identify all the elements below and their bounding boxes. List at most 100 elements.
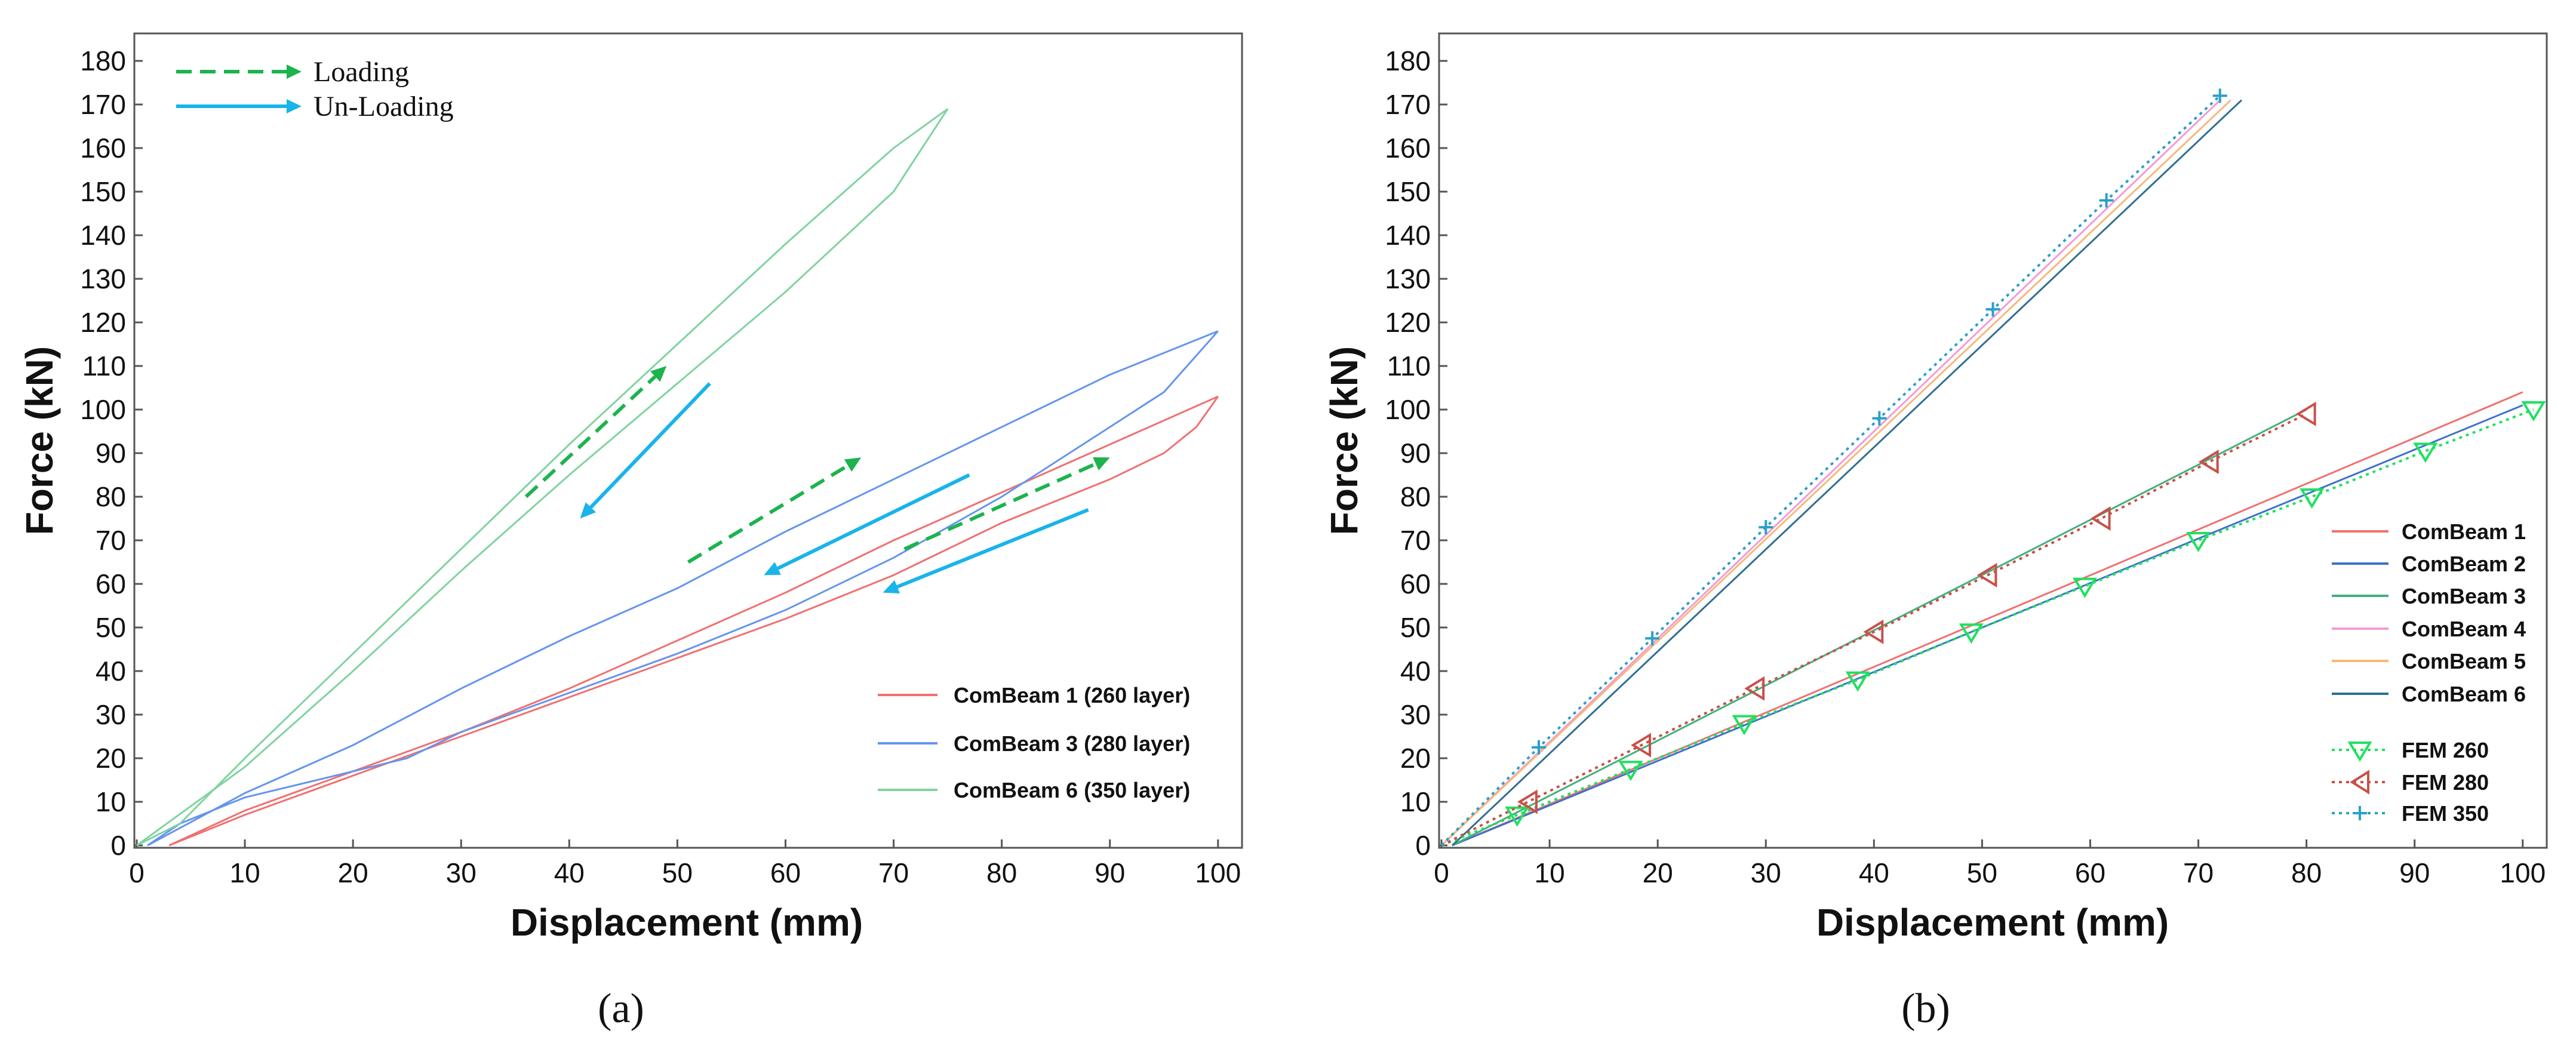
loading-arrowhead-5 [1093, 457, 1110, 470]
panel-a-y-tick-label: 60 [96, 568, 126, 599]
panel-b-x-axis-label: Displacement (mm) [1816, 901, 2169, 944]
panel-a-caption: (a) [598, 986, 644, 1032]
panel-b-y-tick-label: 180 [1385, 45, 1431, 76]
panel-b-y-tick-label: 120 [1385, 307, 1431, 338]
panel-a-x-tick-label: 70 [878, 857, 909, 888]
legend-marker-fem-260 [2347, 742, 2372, 762]
unloading-arrow-2 [589, 382, 711, 509]
panel-a-series-legend: ComBeam 1 (260 layer) ComBeam 3 (280 lay… [878, 683, 1190, 802]
legend-label-combeam-4: ComBeam 4 [2402, 617, 2526, 641]
series-fem-260-marker [2185, 532, 2211, 552]
series-fem-260-marker [2072, 577, 2097, 598]
panel-a-x-axis-label: Displacement (mm) [511, 901, 863, 944]
series-fem-260-marker [1845, 671, 1870, 692]
legend-label-combeam-6: ComBeam 6 [2402, 682, 2526, 706]
panel-b-y-tick-label: 140 [1385, 220, 1431, 251]
series-fem-350-marker [1645, 631, 1660, 646]
panel-b-y-axis-label: Force (kN) [1323, 346, 1366, 536]
panel-a-y-tick-label: 100 [80, 394, 126, 425]
panel-a-ticks: 0 10 20 30 40 50 60 70 80 90 100 0 10 20 30 40 50 60 70 80 9… [80, 45, 1241, 888]
panel-b-x-tick-label: 90 [2399, 857, 2430, 888]
series-combeam-1-260-layer-loading-line [168, 395, 1219, 847]
series-combeam-6-line [1452, 99, 2243, 847]
panel-a-x-tick-label: 90 [1095, 857, 1125, 888]
panel-a-y-tick-label: 150 [80, 176, 126, 207]
panel-b-y-tick-label: 50 [1400, 612, 1431, 643]
panel-a-y-tick-label: 180 [80, 45, 126, 76]
panel-a-x-tick-label: 100 [1195, 857, 1241, 888]
legend-label-combeam-5: ComBeam 5 [2402, 649, 2526, 673]
legend-label-fem-350: FEM 350 [2402, 801, 2489, 826]
panel-a-annotation-legend: Loading Un-Loading [176, 56, 454, 122]
series-fem-280-marker [1863, 619, 1884, 644]
panel-a-y-tick-label: 160 [80, 133, 126, 164]
series-combeam-3-line [1452, 408, 2307, 847]
unloading-arrowhead-4 [764, 562, 781, 576]
panel-a-y-tick-label: 110 [82, 350, 126, 382]
loading-legend-label: Loading [313, 56, 409, 88]
loading-arrow-3 [687, 464, 849, 564]
series-combeam-1-260-layer-unloading-line [168, 396, 1219, 847]
panel-a-x-tick-label: 30 [446, 857, 477, 888]
panel-a-plot-frame [133, 32, 1243, 849]
series-fem-260-marker [2521, 401, 2546, 422]
panel-b-y-tick-label: 160 [1385, 133, 1431, 164]
panel-b-y-tick-label: 100 [1385, 394, 1431, 425]
panel-b-x-tick-label: 80 [2291, 857, 2322, 888]
panel-a-y-tick-label: 140 [80, 220, 126, 251]
panel-b-y-tick-label: 170 [1385, 89, 1431, 120]
panel-a-x-tick-label: 60 [770, 857, 801, 888]
panel-a-x-tick-label: 0 [129, 857, 145, 888]
legend-label-combeam-2: ComBeam 2 [2402, 552, 2526, 576]
legend-label-fem-280: FEM 280 [2402, 770, 2489, 795]
panel-a-y-tick-label: 20 [96, 743, 126, 774]
unloading-legend-arrowhead [287, 99, 302, 113]
series-fem-280-marker [1517, 789, 1538, 814]
series-fem-260-marker [1618, 761, 1643, 782]
series-fem-260-marker [1732, 715, 1757, 736]
panel-b-y-tick-label: 40 [1400, 656, 1431, 687]
panel-b-y-tick-label: 10 [1400, 786, 1431, 817]
legend-marker-fem-350 [2353, 806, 2367, 820]
legend-marker-fem-280 [2350, 770, 2369, 795]
panel-b-plot-frame [1438, 32, 2548, 849]
series-fem-260-marker [1959, 623, 1984, 644]
series-fem-260-marker [1505, 806, 1530, 827]
panel-b-y-tick-label: 150 [1385, 176, 1431, 207]
series-combeam-1-line [1452, 391, 2523, 847]
panel-b-series-legend: ComBeam 1 ComBeam 2 ComBeam 3 ComBeam 4 … [2332, 519, 2526, 826]
unloading-arrowhead-6 [883, 580, 900, 594]
panel-a-arrows [524, 366, 1110, 594]
loading-arrow-1 [524, 375, 657, 499]
panel-a-y-tick-label: 70 [96, 525, 126, 556]
panel-b-chart: 0 10 20 30 40 50 60 70 80 90 100 0 10 20 30 40 50 60 70 80 9… [1323, 32, 2548, 1032]
unloading-arrow-6 [896, 508, 1089, 589]
legend-label-combeam-1: ComBeam 1 (260 layer) [954, 683, 1190, 707]
panel-a-y-tick-label: 170 [80, 89, 126, 120]
panel-a-y-tick-label: 40 [96, 656, 126, 687]
series-fem-280-marker [1631, 733, 1651, 758]
loading-arrow-5 [903, 462, 1097, 551]
panel-a-x-tick-label: 40 [554, 857, 585, 888]
legend-label-combeam-6: ComBeam 6 (350 layer) [954, 778, 1190, 802]
panel-b-x-tick-label: 0 [1434, 857, 1449, 888]
series-combeam-5-line [1440, 99, 2231, 847]
panel-a-y-tick-label: 130 [80, 263, 126, 294]
series-combeam-6-350-layer-unloading-line [136, 108, 948, 847]
panel-a-y-tick-label: 90 [96, 438, 126, 469]
legend-label-fem-260: FEM 260 [2402, 738, 2489, 762]
panel-a-x-tick-label: 20 [338, 857, 368, 888]
panel-a-y-tick-label: 120 [80, 307, 126, 338]
unloading-arrowhead-2 [580, 502, 597, 519]
panel-b-x-tick-label: 30 [1751, 857, 1781, 888]
series-combeam-4-line [1440, 99, 2221, 847]
series-combeam-6-350-layer-loading-line [136, 108, 949, 847]
series-fem-280-marker [1976, 562, 1997, 587]
series-fem-260-marker [2413, 442, 2438, 463]
series-fem-350-marker [1759, 520, 1773, 535]
loading-arrowhead-3 [844, 457, 862, 472]
panel-a-y-tick-label: 80 [96, 481, 126, 512]
panel-b-y-tick-label: 110 [1387, 350, 1431, 382]
panel-b-x-tick-label: 40 [1859, 857, 1889, 888]
series-fem-350-marker [2212, 88, 2227, 103]
